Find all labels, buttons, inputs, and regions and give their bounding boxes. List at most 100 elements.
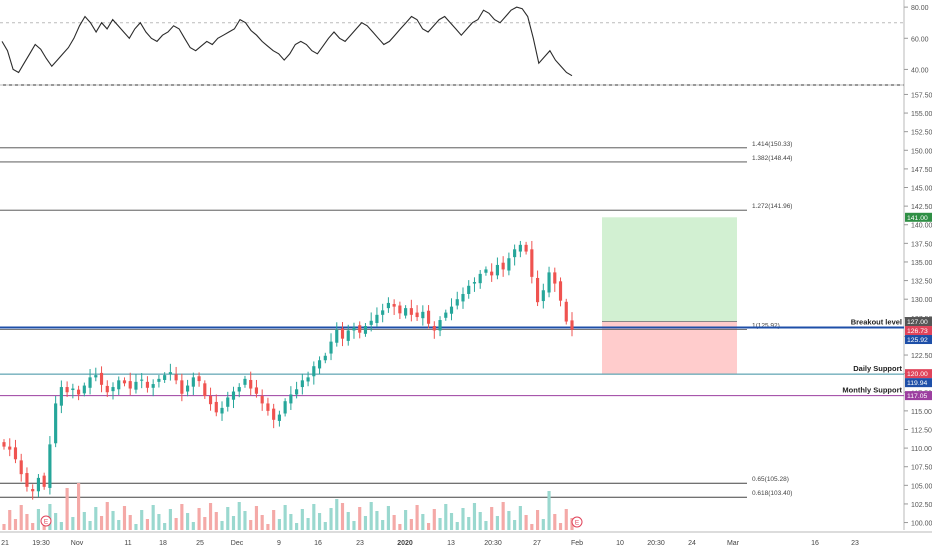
time-axis-tick-label: 10 — [616, 540, 624, 547]
candle-body — [535, 277, 540, 303]
time-axis-tick-label: Mar — [727, 540, 740, 547]
candle-body — [71, 388, 75, 391]
volume-bar — [392, 515, 396, 530]
volume-bar — [31, 523, 35, 530]
volume-bar — [369, 502, 373, 530]
fib-level-label: 0.65(105.28) — [752, 476, 789, 483]
time-axis-tick-label: 23 — [851, 540, 859, 547]
volume-bar — [19, 505, 23, 530]
volume-bar — [329, 508, 333, 530]
candle-body — [541, 290, 545, 302]
volume-bar — [111, 511, 115, 530]
time-axis-tick-label: 21 — [1, 540, 9, 547]
candle-body — [404, 308, 408, 316]
volume-bar — [65, 488, 69, 530]
volume-bar — [117, 520, 121, 530]
volume-bar — [163, 523, 167, 530]
volume-bar — [99, 516, 104, 530]
fib-level-label: 1.414(150.33) — [752, 141, 792, 148]
volume-bar — [541, 519, 545, 530]
price-badge — [905, 326, 932, 336]
candle-body — [203, 383, 207, 396]
volume-bar — [254, 506, 259, 530]
candle-body — [409, 308, 413, 315]
candle-body — [272, 408, 276, 420]
candle-body — [36, 477, 41, 492]
volume-bar — [507, 511, 511, 530]
volume-bar — [421, 514, 425, 530]
candle-body — [226, 397, 230, 407]
candle-body — [547, 272, 551, 293]
volume-bar — [363, 516, 368, 530]
candle-body — [82, 385, 86, 394]
candle-body — [358, 325, 362, 333]
volume-bar — [243, 511, 247, 530]
candle-body — [363, 325, 368, 334]
candle-body — [312, 366, 316, 377]
candle-body — [438, 320, 442, 331]
volume-bar — [180, 504, 184, 530]
price-y-tick-label: 135.00 — [911, 260, 932, 267]
rsi-y-tick-label: 60.00 — [911, 36, 929, 43]
candle-body — [295, 389, 299, 395]
price-badge — [905, 212, 932, 222]
earnings-event-label: E — [575, 520, 580, 527]
volume-bar — [461, 508, 465, 530]
candle-body — [329, 341, 333, 354]
candle-body — [524, 244, 528, 252]
candle-body — [191, 377, 195, 387]
candle-body — [564, 301, 568, 322]
volume-bar — [323, 522, 327, 530]
time-axis-tick-label: 2020 — [397, 540, 413, 547]
volume-bar — [191, 522, 195, 530]
candle-body — [48, 444, 52, 488]
candle-body — [346, 330, 350, 341]
earnings-event-label: E — [44, 519, 49, 526]
candle-body — [117, 380, 121, 390]
candle-body — [134, 381, 138, 390]
candle-body — [220, 407, 224, 414]
candle-body — [214, 401, 218, 413]
candle-body — [558, 281, 563, 301]
price-y-tick-label: 152.50 — [911, 130, 932, 137]
price-badge-label: 125.92 — [907, 337, 928, 344]
volume-bar — [157, 514, 161, 530]
volume-bar — [312, 504, 316, 530]
volume-bar — [398, 524, 402, 530]
time-axis-tick-label: 16 — [314, 540, 322, 547]
candle-body — [449, 306, 454, 314]
price-y-tick-label: 115.00 — [911, 409, 932, 416]
volume-bar — [317, 513, 322, 530]
candle-body — [208, 395, 213, 405]
volume-bar — [404, 510, 408, 530]
candle-body — [432, 325, 436, 331]
price-y-tick-label: 157.50 — [911, 92, 932, 99]
volume-bar — [25, 514, 29, 530]
volume-bar — [260, 515, 264, 530]
volume-bar — [77, 483, 81, 530]
volume-bar — [2, 524, 6, 530]
candle-body — [94, 375, 98, 378]
candle-body — [128, 381, 132, 389]
volume-bar — [300, 509, 304, 530]
volume-bar — [478, 512, 482, 530]
volume-bar — [208, 503, 213, 530]
candle-body — [31, 489, 35, 492]
candle-body — [59, 387, 63, 406]
candle-body — [386, 302, 390, 309]
volume-bar — [237, 502, 241, 530]
price-badge-label: 141.00 — [907, 215, 928, 222]
price-y-tick-label: 150.00 — [911, 148, 932, 155]
candle-body — [197, 376, 201, 382]
volume-bar — [346, 512, 350, 530]
volume-bar — [535, 510, 540, 530]
candle-body — [111, 387, 115, 392]
trade-box-target-zone — [602, 217, 737, 322]
candle-body — [231, 391, 236, 400]
candle-body — [340, 328, 345, 339]
volume-bar — [214, 512, 218, 530]
time-axis-tick-label: 11 — [124, 540, 131, 547]
candle-body — [461, 293, 465, 302]
time-axis-tick-label: Nov — [71, 540, 84, 547]
